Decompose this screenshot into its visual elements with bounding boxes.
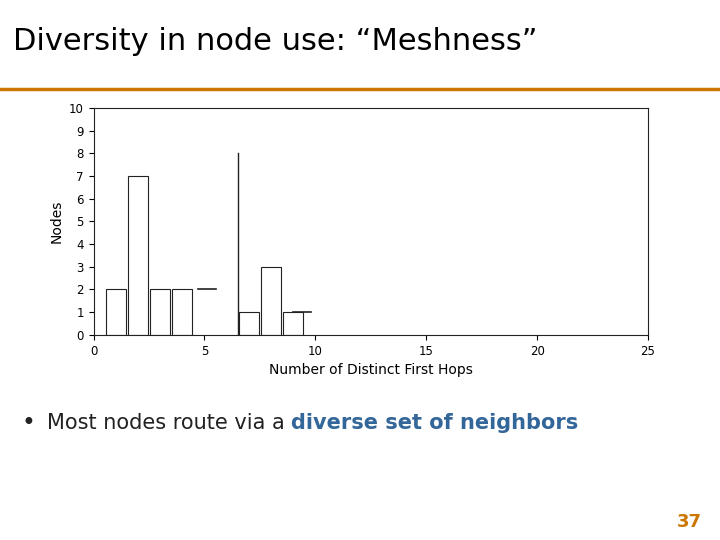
Text: •: • (22, 411, 35, 435)
Bar (106, 289, 126, 335)
Y-axis label: Nodes: Nodes (50, 200, 63, 243)
Text: Diversity in node use: “Meshness”: Diversity in node use: “Meshness” (13, 27, 537, 56)
Bar (150, 289, 170, 335)
Text: diverse set of neighbors: diverse set of neighbors (291, 413, 578, 433)
X-axis label: Number of Distinct First Hops: Number of Distinct First Hops (269, 363, 473, 377)
Bar (172, 289, 192, 335)
Text: 37: 37 (677, 512, 702, 530)
Bar (128, 176, 148, 335)
Bar (283, 312, 303, 335)
Bar (261, 267, 281, 335)
Bar (239, 312, 258, 335)
Text: Most nodes route via a: Most nodes route via a (47, 413, 291, 433)
